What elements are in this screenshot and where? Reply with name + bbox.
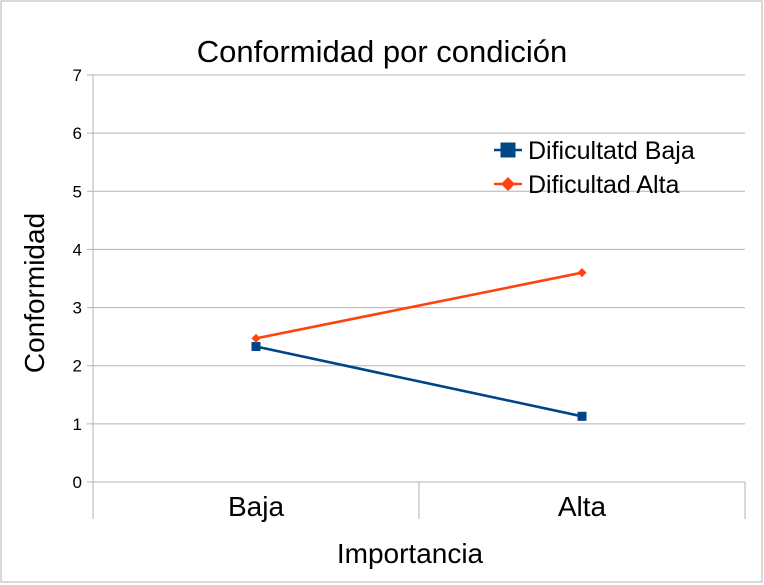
axes: 0 1 2 3 4 5 6 7 Baja Alta: [73, 66, 746, 522]
y-tick-label: 4: [73, 240, 82, 259]
y-tick-label: 1: [73, 415, 82, 434]
series: [251, 268, 587, 421]
legend-label-1: Dificultad Alta: [528, 171, 680, 199]
y-tick-label: 7: [73, 66, 82, 85]
legend-marker-0: [500, 142, 516, 158]
series-line-1: [255, 271, 583, 340]
y-axis-title: Conformidad: [19, 213, 50, 373]
x-tick-label-alta: Alta: [558, 491, 607, 522]
y-tick-label: 6: [73, 124, 82, 143]
x-axis-title: Importancia: [337, 538, 484, 569]
legend-marker-1: [501, 177, 515, 191]
data-point-s0-alta: [577, 411, 587, 421]
legend-label-0: Dificultatd Baja: [528, 137, 695, 165]
y-tick-label: 5: [73, 182, 82, 201]
y-tick-label: 3: [73, 299, 82, 318]
data-point-s1-baja: [251, 333, 261, 343]
series-line-0: [255, 345, 583, 418]
x-tick-label-baja: Baja: [228, 491, 284, 522]
chart-title: Conformidad por condición: [197, 34, 568, 69]
y-tick-label: 0: [73, 473, 82, 492]
data-point-s0-baja: [251, 342, 261, 352]
legend: Dificultatd Baja Dificultad Alta: [494, 137, 695, 199]
data-point-s1-alta: [577, 268, 587, 278]
grid: [93, 74, 745, 483]
y-tick-label: 2: [73, 357, 82, 376]
